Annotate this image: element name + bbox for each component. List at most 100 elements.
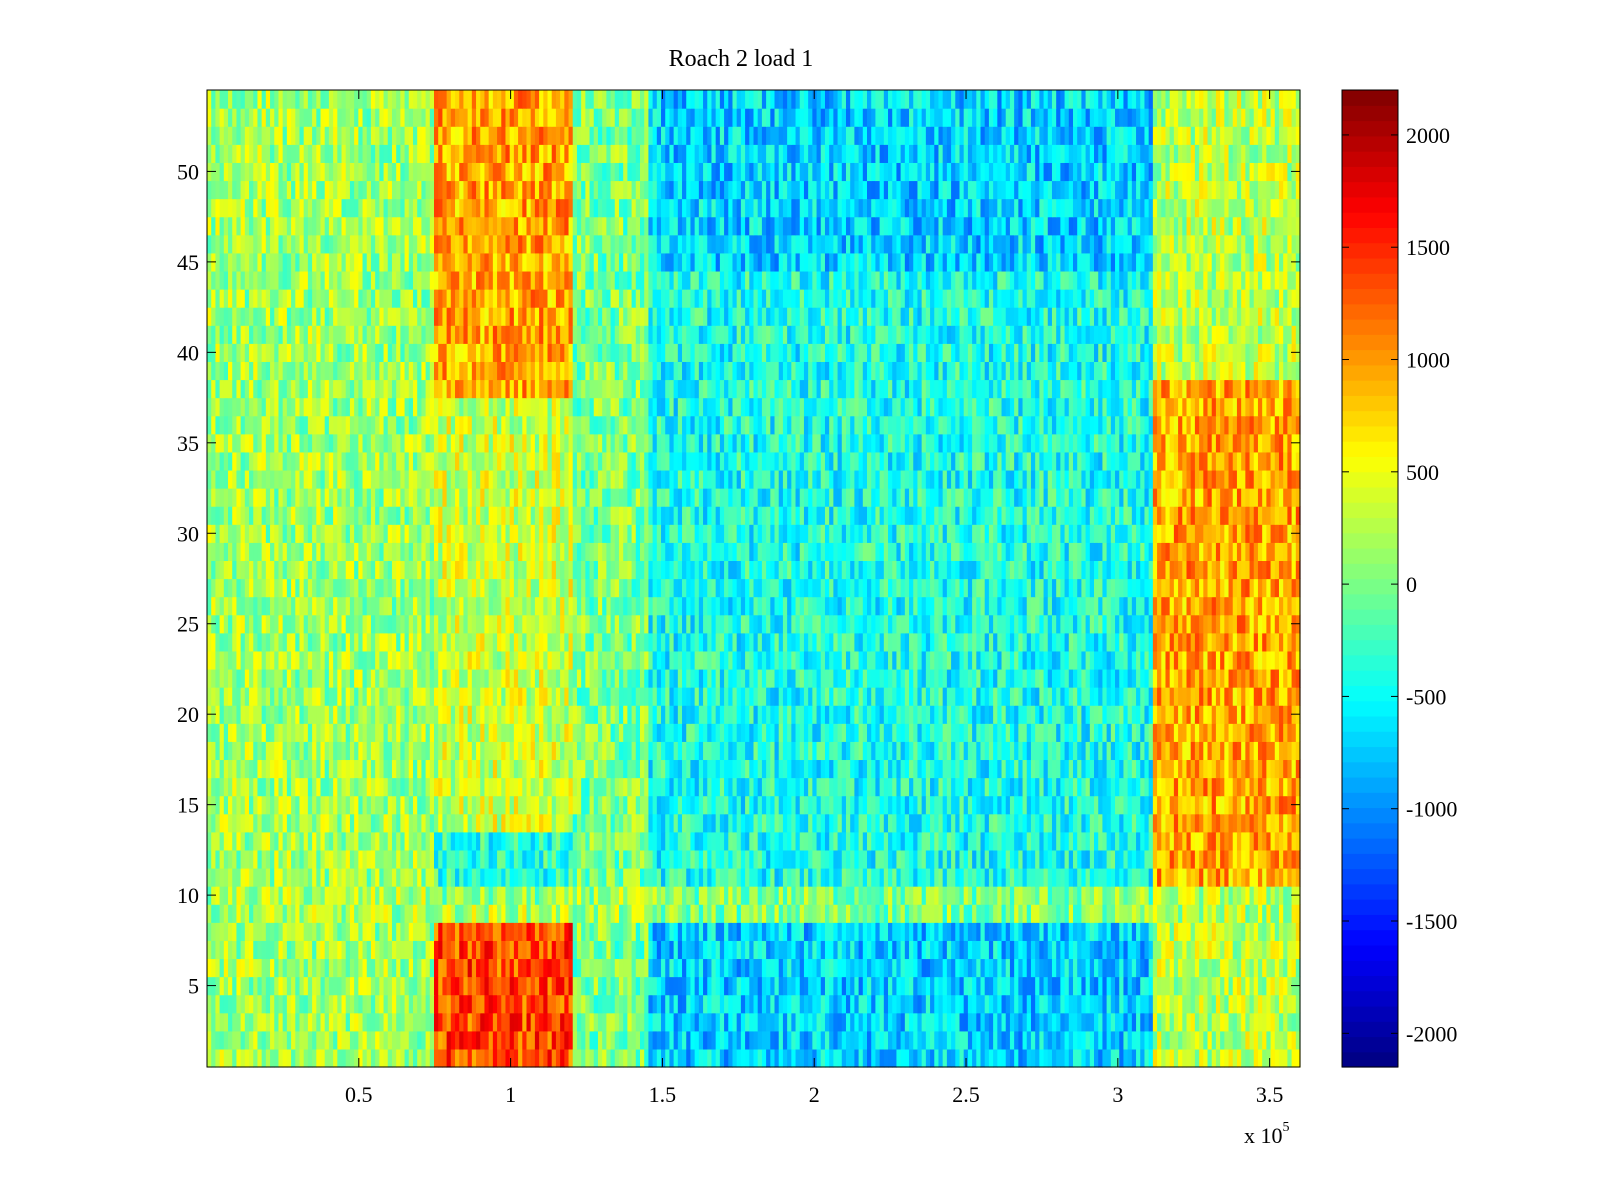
heatmap-cell [791, 723, 797, 742]
heatmap-cell [909, 1012, 914, 1032]
heatmap-cell [833, 759, 839, 779]
heatmap-cell [955, 1030, 961, 1050]
heatmap-cell [618, 1012, 624, 1032]
heatmap-cell [917, 759, 923, 779]
heatmap-cell [988, 777, 994, 797]
heatmap-cell [606, 1012, 612, 1032]
heatmap-cell [745, 940, 750, 960]
heatmap-cell [488, 940, 494, 960]
heatmap-cell [682, 831, 687, 851]
heatmap-cell [686, 741, 692, 761]
heatmap-cell [387, 1030, 393, 1050]
heatmap-cell [631, 813, 637, 833]
heatmap-cell [1194, 904, 1200, 923]
heatmap-cell [959, 867, 965, 887]
heatmap-cell [1098, 958, 1104, 978]
heatmap-cell [623, 922, 628, 941]
heatmap-cell [1228, 831, 1234, 851]
heatmap-cell [942, 777, 948, 797]
heatmap-cell [867, 831, 872, 851]
heatmap-cell [673, 976, 679, 996]
heatmap-cell [211, 723, 216, 742]
heatmap-cell [1241, 723, 1246, 742]
heatmap-cell [1295, 759, 1301, 779]
heatmap-cell [387, 958, 393, 978]
heatmap-cell [236, 1030, 242, 1050]
heatmap-cell [618, 741, 624, 761]
heatmap-cell [799, 831, 805, 851]
heatmap-cell [492, 849, 498, 869]
heatmap-cell [509, 994, 515, 1014]
heatmap-cell [862, 741, 868, 761]
heatmap-cell [1266, 795, 1272, 815]
heatmap-cell [581, 813, 586, 833]
heatmap-cell [1182, 958, 1188, 978]
heatmap-cell [618, 886, 624, 905]
heatmap-cell [934, 867, 940, 887]
heatmap-cell [808, 994, 813, 1014]
heatmap-cell [1253, 886, 1259, 905]
heatmap-cell [337, 813, 343, 833]
heatmap-cell [219, 867, 225, 887]
heatmap-cell [782, 958, 788, 978]
heatmap-cell [404, 795, 410, 815]
heatmap-cell [803, 849, 809, 869]
heatmap-cell [1207, 795, 1213, 815]
heatmap-cell [841, 1012, 847, 1032]
heatmap-cell [623, 940, 628, 960]
heatmap-cell [207, 958, 212, 978]
heatmap-cell [442, 867, 448, 887]
heatmap-cell [1287, 940, 1293, 960]
heatmap-cell [303, 849, 309, 869]
heatmap-cell [946, 1012, 952, 1032]
heatmap-cell [711, 741, 717, 761]
heatmap-cell [597, 976, 603, 996]
heatmap-cell [1283, 904, 1288, 923]
heatmap-cell [1098, 777, 1104, 797]
heatmap-cell [417, 1030, 422, 1050]
heatmap-cell [728, 759, 734, 779]
heatmap-cell [1211, 1012, 1217, 1032]
heatmap-cell [778, 886, 784, 905]
heatmap-cell [484, 741, 490, 761]
heatmap-cell [606, 849, 612, 869]
heatmap-cell [1060, 777, 1066, 797]
heatmap-cell [967, 795, 973, 815]
heatmap-cell [1257, 831, 1263, 851]
heatmap-cell [782, 867, 788, 887]
heatmap-cell [1173, 1048, 1179, 1068]
heatmap-cell [925, 831, 931, 851]
heatmap-cell [412, 922, 418, 941]
heatmap-cell [1018, 886, 1024, 905]
heatmap-cell [736, 867, 742, 887]
heatmap-cell [749, 922, 755, 941]
heatmap-cell [951, 994, 956, 1014]
heatmap-cell [396, 849, 401, 869]
heatmap-cell [896, 777, 902, 797]
heatmap-cell [438, 759, 444, 779]
heatmap-cell [967, 976, 973, 996]
heatmap-cell [1220, 1012, 1225, 1032]
heatmap-cell [1110, 886, 1116, 905]
heatmap-cell [253, 759, 259, 779]
heatmap-cell [581, 1012, 586, 1032]
heatmap-cell [278, 741, 284, 761]
heatmap-cell [526, 940, 532, 960]
heatmap-cell [740, 759, 746, 779]
heatmap-cell [349, 723, 355, 742]
heatmap-cell [282, 777, 288, 797]
heatmap-cell [286, 867, 292, 887]
heatmap-cell [1022, 795, 1028, 815]
heatmap-cell [316, 976, 322, 996]
heatmap-cell [715, 759, 721, 779]
heatmap-cell [942, 958, 948, 978]
heatmap-cell [715, 777, 721, 797]
heatmap-cell [312, 849, 317, 869]
heatmap-cell [349, 922, 355, 941]
heatmap-cell [354, 976, 359, 996]
heatmap-cell [921, 813, 927, 833]
heatmap-cell [740, 723, 746, 742]
heatmap-cell [261, 1030, 267, 1050]
heatmap-cell [585, 922, 591, 941]
heatmap-cell [803, 1030, 809, 1050]
